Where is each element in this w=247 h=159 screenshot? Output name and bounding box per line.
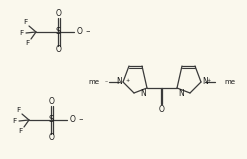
Text: N: N <box>140 90 146 98</box>
Text: O: O <box>49 97 55 107</box>
Text: −: − <box>85 28 90 34</box>
Text: N: N <box>202 77 208 86</box>
Text: S: S <box>48 115 54 124</box>
Text: N: N <box>116 77 122 86</box>
Text: O: O <box>56 45 62 55</box>
Text: N: N <box>178 90 184 98</box>
Text: F: F <box>16 107 20 113</box>
Text: O: O <box>159 104 165 114</box>
Text: O: O <box>70 115 76 124</box>
Text: me: me <box>224 79 235 85</box>
Text: O: O <box>49 134 55 142</box>
Text: F: F <box>12 118 16 124</box>
Text: O: O <box>56 10 62 18</box>
Text: −: − <box>78 117 83 121</box>
Text: F: F <box>23 19 27 25</box>
Text: O: O <box>77 28 83 37</box>
Text: me: me <box>88 79 99 85</box>
Text: F: F <box>19 30 23 36</box>
Text: +: + <box>125 78 129 83</box>
Text: –: – <box>105 80 108 84</box>
Text: F: F <box>18 128 22 134</box>
Text: F: F <box>25 40 29 46</box>
Text: +: + <box>206 78 210 83</box>
Text: S: S <box>55 28 61 37</box>
